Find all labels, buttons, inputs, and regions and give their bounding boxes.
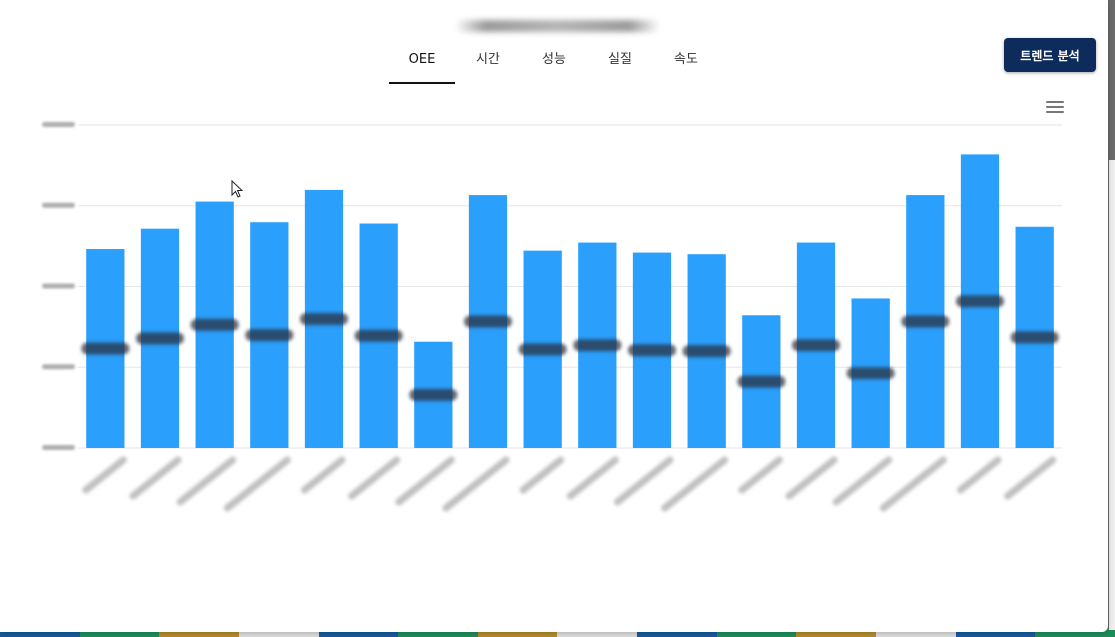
x-tick-label-redacted xyxy=(442,456,510,512)
data-label-redacted xyxy=(518,343,567,356)
x-tick-label-redacted xyxy=(129,456,182,500)
x-tick-label-redacted xyxy=(614,456,674,506)
x-tick-label-redacted xyxy=(957,456,1002,494)
x-tick-label-redacted xyxy=(519,456,565,494)
data-label-redacted xyxy=(573,339,622,352)
x-tick-label-redacted xyxy=(176,456,237,506)
y-tick-label-redacted xyxy=(42,122,75,127)
x-tick-label-redacted xyxy=(879,456,947,512)
metric-tabs: OEE 시간 성능 실질 속도 xyxy=(389,44,719,84)
background-color-strip xyxy=(0,627,1115,637)
data-label-redacted xyxy=(245,329,294,342)
x-tick-label-redacted xyxy=(785,456,838,500)
x-tick-label-redacted xyxy=(566,456,619,500)
x-tick-label-redacted xyxy=(301,456,346,494)
data-label-redacted xyxy=(901,315,950,328)
y-tick-label-redacted xyxy=(42,445,75,450)
x-tick-label-redacted xyxy=(223,456,291,512)
data-label-redacted xyxy=(846,367,895,380)
data-label-redacted xyxy=(300,312,348,325)
data-label-redacted xyxy=(737,375,786,388)
x-tick-label-redacted xyxy=(1004,456,1057,500)
data-label-redacted xyxy=(682,345,731,358)
x-tick-label-redacted xyxy=(832,456,893,506)
data-label-redacted xyxy=(409,388,458,401)
data-label-redacted xyxy=(190,318,239,331)
mouse-cursor-icon xyxy=(231,180,244,198)
tab-quality[interactable]: 실질 xyxy=(608,52,632,67)
data-label-redacted xyxy=(956,295,1004,308)
data-label-redacted xyxy=(464,315,512,328)
y-tick-label-redacted xyxy=(42,202,75,208)
tab-oee[interactable]: OEE xyxy=(389,44,455,84)
x-tick-label-redacted xyxy=(82,456,127,494)
x-tick-label-redacted xyxy=(738,456,783,494)
data-label-redacted xyxy=(136,332,184,345)
dialog-title-redacted xyxy=(455,20,660,32)
tab-performance[interactable]: 성능 xyxy=(542,52,566,67)
x-tick-label-redacted xyxy=(395,456,455,506)
data-label-redacted xyxy=(1010,331,1059,344)
data-label-redacted xyxy=(792,339,840,352)
tab-time[interactable]: 시간 xyxy=(476,52,500,67)
data-label-redacted xyxy=(81,342,130,355)
y-tick-label-redacted xyxy=(42,364,75,370)
x-tick-label-redacted xyxy=(661,456,729,512)
tab-speed[interactable]: 속도 xyxy=(674,52,698,67)
trend-analysis-button[interactable]: 트렌드 분석 xyxy=(1004,38,1096,72)
x-tick-label-redacted xyxy=(348,456,401,500)
hamburger-menu-icon[interactable] xyxy=(1046,101,1064,115)
background-panel-edge xyxy=(1109,160,1115,630)
data-label-redacted xyxy=(628,344,676,357)
data-label-redacted xyxy=(354,329,403,342)
y-tick-label-redacted xyxy=(42,283,75,289)
